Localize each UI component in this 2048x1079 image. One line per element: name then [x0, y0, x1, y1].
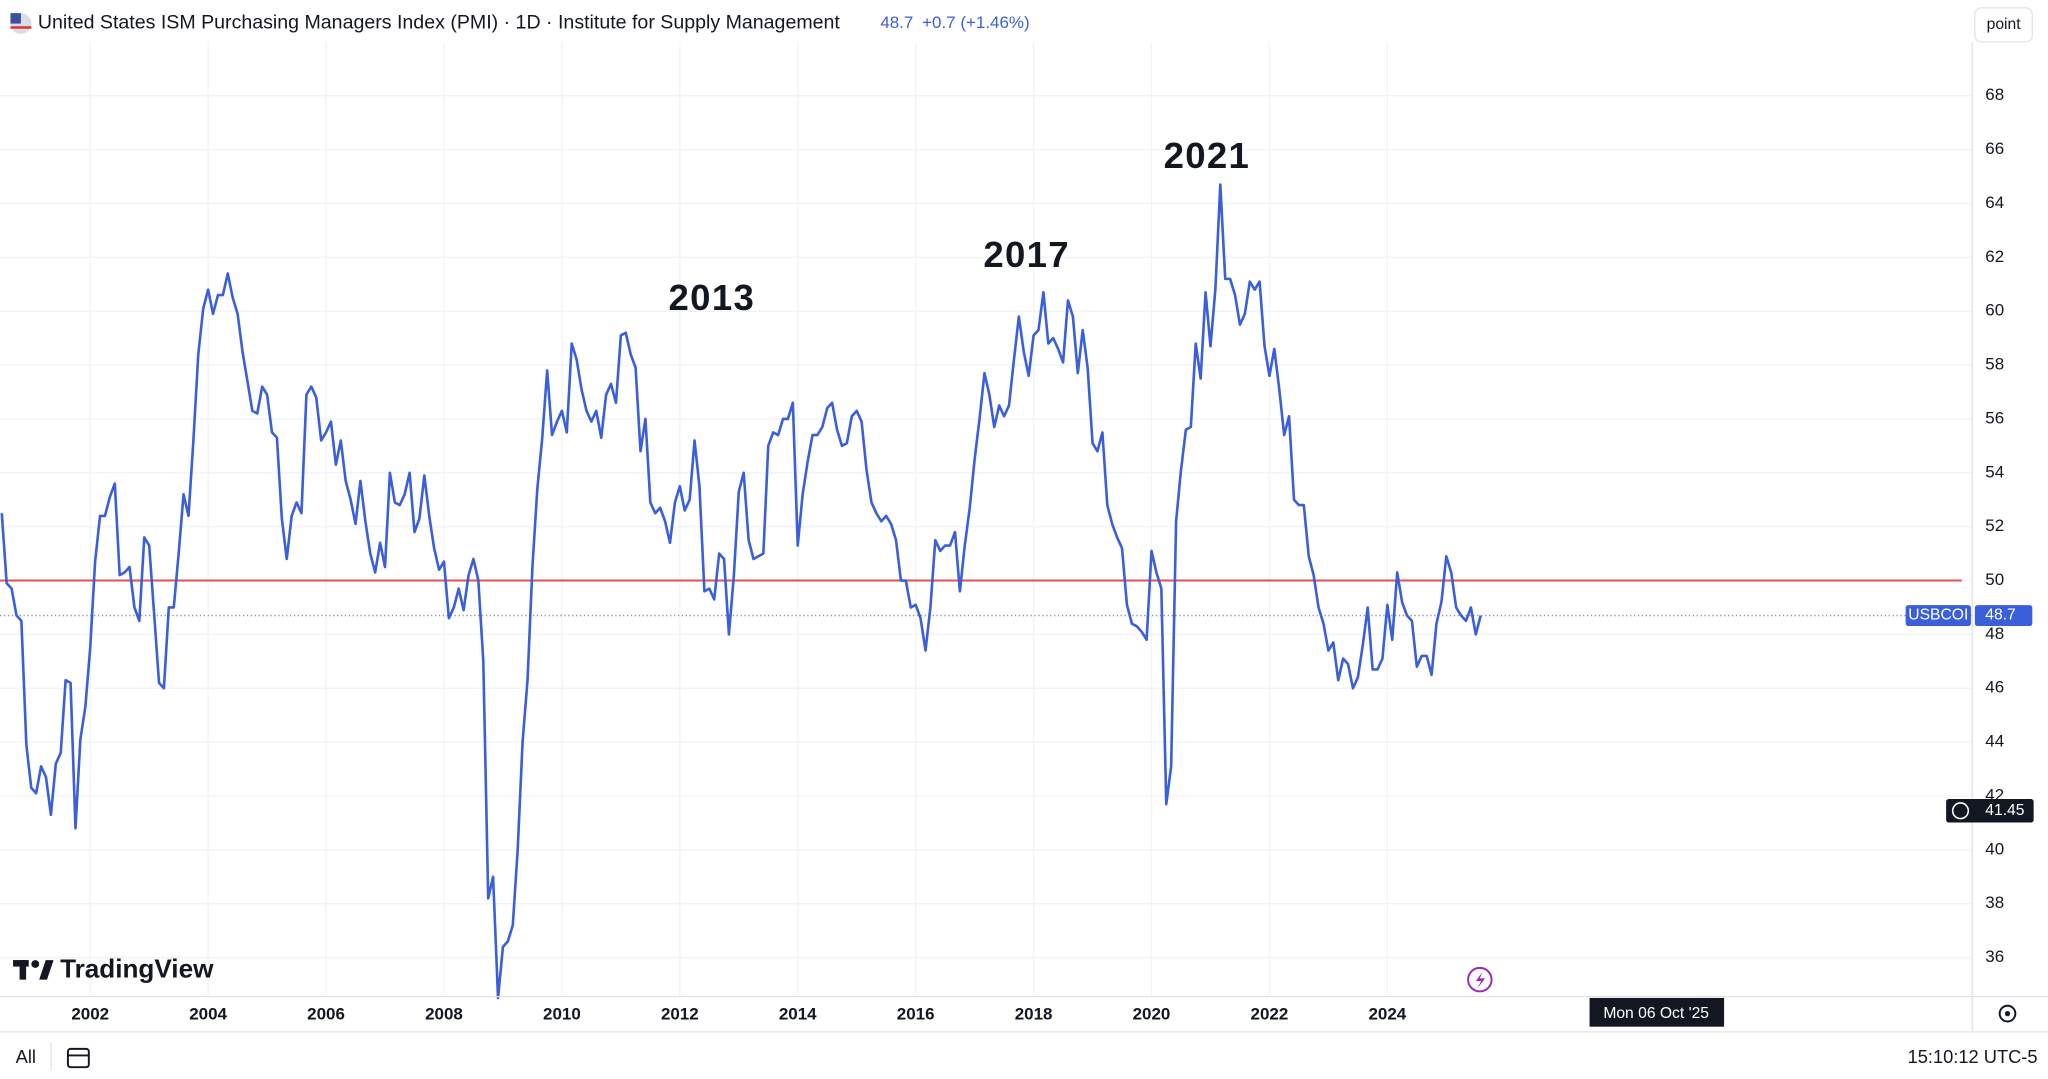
crosshair-badge [1946, 799, 2034, 823]
y-tick-label: 66 [1985, 139, 2004, 158]
brand-logo [13, 960, 54, 980]
x-tick-label: 2002 [71, 1004, 109, 1023]
y-tick-label: 52 [1985, 516, 2004, 535]
crosshair-date: Mon 06 Oct '25 [1603, 1005, 1709, 1022]
change: +0.7 (+1.46%) [922, 13, 1030, 32]
x-tick-label: 2006 [307, 1004, 345, 1023]
x-tick-label: 2016 [897, 1004, 935, 1023]
y-tick-label: 36 [1985, 947, 2004, 966]
y-tick-label: 48 [1985, 624, 2004, 643]
y-tick-label: 54 [1985, 462, 2004, 481]
annotation: 2021 [1164, 135, 1251, 176]
x-tick-label: 2004 [189, 1004, 227, 1023]
crosshair-date-badge [1589, 997, 1725, 1027]
crosshair-value: 41.45 [1985, 802, 2024, 819]
x-tick-label: 2014 [779, 1004, 817, 1023]
scale-button-label[interactable]: point [1987, 16, 2022, 33]
x-tick-label: 2008 [425, 1004, 463, 1023]
y-tick-label: 38 [1985, 893, 2004, 912]
y-tick-label: 42 [1985, 785, 2004, 804]
last-value-badge [1974, 605, 2033, 626]
x-tick-label: 2012 [661, 1004, 699, 1023]
grid [0, 41, 1973, 997]
settings-icon[interactable] [1998, 1004, 2017, 1023]
logo-part [31, 960, 40, 968]
series-line [0, 183, 1482, 1000]
logo-part [19, 960, 27, 980]
event-icon[interactable] [1467, 966, 1493, 993]
y-tick-label: 40 [1985, 839, 2004, 858]
x-tick-label: 2022 [1251, 1004, 1289, 1023]
x-tick-label: 2020 [1133, 1004, 1171, 1023]
flag-canton [10, 13, 21, 24]
range-button[interactable]: All [16, 1046, 36, 1067]
settings-icon-dot [2004, 1011, 2011, 1017]
crosshair-add-icon [1951, 802, 1970, 820]
last-value-axis-label: 48.7 [1985, 607, 2015, 624]
annotation: 2017 [983, 234, 1070, 275]
chart-title: United States ISM Purchasing Managers In… [38, 12, 841, 34]
y-tick-label: 62 [1985, 247, 2004, 266]
scale-button[interactable] [1974, 7, 2033, 43]
x-tick-label: 2018 [1015, 1004, 1053, 1023]
y-tick-label: 46 [1985, 678, 2004, 697]
brand: TradingView [60, 953, 214, 983]
event-icon-bolt [1475, 971, 1486, 989]
y-tick-label: 68 [1985, 85, 2004, 104]
calendar-icon[interactable] [66, 1047, 90, 1069]
annotation: 2013 [669, 277, 756, 318]
x-tick-label: 2010 [543, 1004, 581, 1023]
y-tick-label: 44 [1985, 732, 2004, 751]
symbol-badge [1905, 605, 1971, 626]
y-tick-label: 56 [1985, 408, 2004, 427]
y-tick-label: 58 [1985, 355, 2004, 374]
clock: 15:10:12 UTC-5 [1908, 1046, 2038, 1067]
overlay: USBCOI 48.7 41.45 Mon 06 Oct '25 [1589, 605, 2034, 1027]
symbol-label: USBCOI [1908, 607, 1968, 624]
x-tick-label: 2024 [1368, 1004, 1406, 1023]
logo-part [39, 960, 54, 980]
last-value: 48.7 [880, 13, 913, 32]
y-tick-label: 60 [1985, 301, 2004, 320]
y-tick-label: 50 [1985, 570, 2004, 589]
y-tick-label: 64 [1985, 193, 2004, 212]
plot [0, 183, 1973, 1000]
